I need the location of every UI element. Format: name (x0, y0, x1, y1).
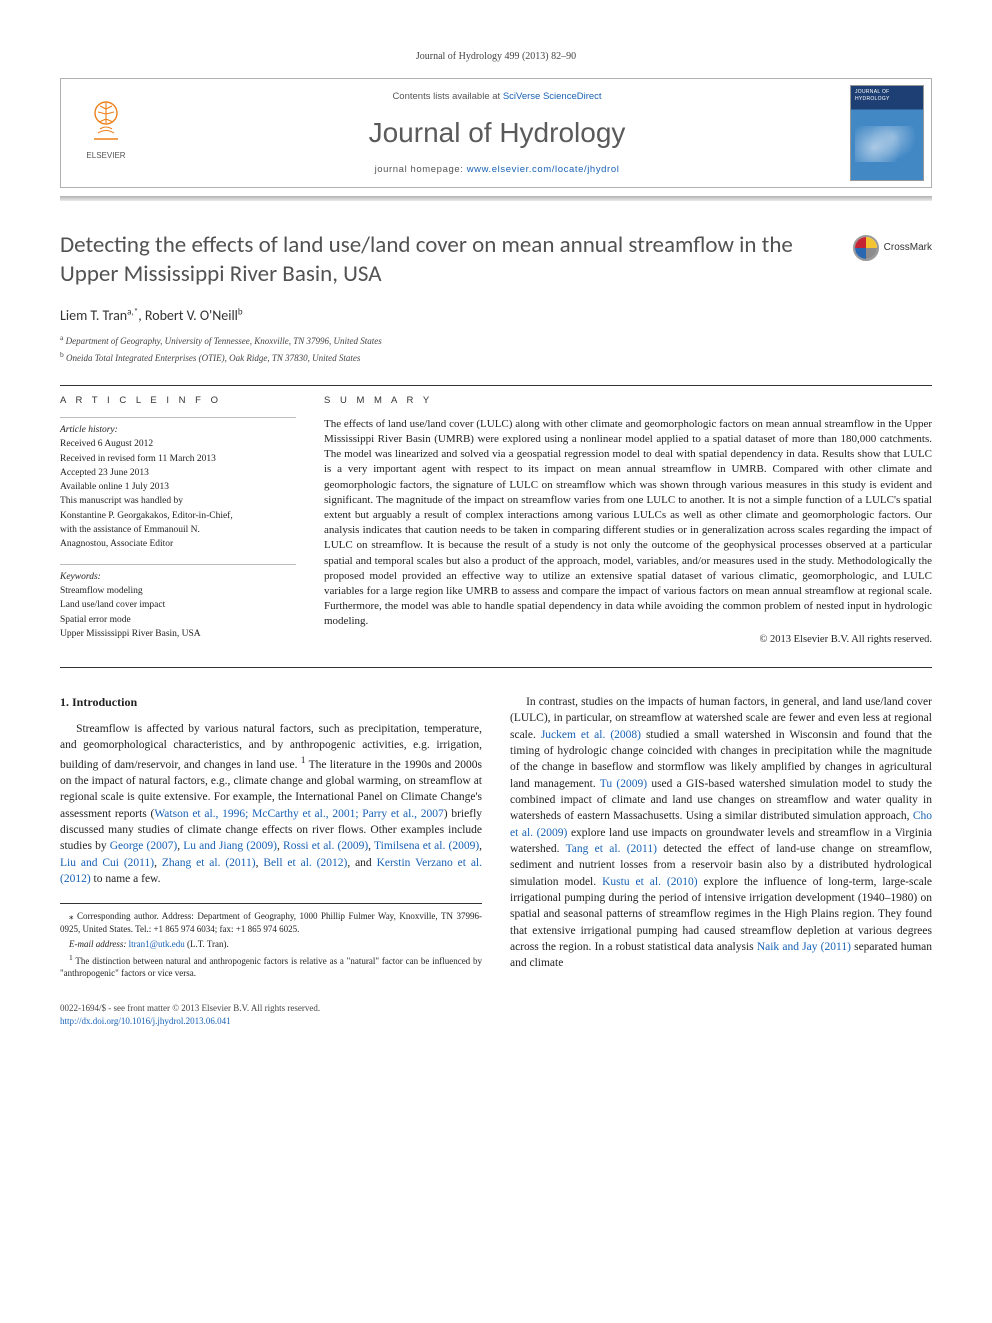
homepage-prefix: journal homepage: (375, 164, 467, 175)
p1-seg-d: to name a few. (91, 873, 161, 885)
journal-name: Journal of Hydrology (369, 113, 626, 152)
affiliation-b-text: Oneida Total Integrated Enterprises (OTI… (66, 353, 360, 363)
history-accepted: Accepted 23 June 2013 (60, 467, 296, 480)
intro-para-2: In contrast, studies on the impacts of h… (510, 694, 932, 972)
ref-rossi[interactable]: Rossi et al. (2009) (283, 840, 368, 852)
affiliation-a-text: Department of Geography, University of T… (66, 336, 382, 346)
sep6: , (154, 857, 162, 869)
crossmark-badge[interactable]: CrossMark (853, 235, 932, 261)
ref-timilsena[interactable]: Timilsena et al. (2009) (374, 840, 479, 852)
author-1: Liem T. Tran (60, 307, 127, 324)
footnotes-block: ⁎ Corresponding author. Address: Departm… (60, 903, 482, 980)
affiliation-a: a Department of Geography, University of… (60, 333, 932, 348)
body-two-columns: 1. Introduction Streamflow is affected b… (60, 694, 932, 980)
contents-available-line: Contents lists available at SciVerse Sci… (392, 90, 601, 103)
ref-juckem[interactable]: Juckem et al. (2008) (541, 729, 641, 741)
keyword-1: Streamflow modeling (60, 585, 296, 598)
elsevier-logo: ELSEVIER (76, 99, 136, 167)
handled-by-2: Konstantine P. Georgakakos, Editor-in-Ch… (60, 510, 296, 523)
article-info-heading: A R T I C L E I N F O (60, 394, 296, 407)
homepage-link[interactable]: www.elsevier.com/locate/jhydrol (467, 164, 620, 175)
publisher-logo-cell: ELSEVIER (61, 79, 151, 187)
crossmark-label: CrossMark (884, 241, 932, 255)
footnote-1-text: The distinction between natural and anth… (60, 956, 482, 979)
ref-tang[interactable]: Tang et al. (2011) (566, 843, 657, 855)
ref-tu[interactable]: Tu (2009) (600, 778, 647, 790)
cover-title: JOURNAL OF HYDROLOGY (851, 86, 923, 106)
article-history-block: Article history: Received 6 August 2012 … (60, 417, 296, 552)
handled-by-1: This manuscript was handled by (60, 495, 296, 508)
keywords-label: Keywords: (60, 571, 296, 584)
summary-column: S U M M A R Y The effects of land use/la… (324, 394, 932, 653)
ref-bell[interactable]: Bell et al. (2012) (263, 857, 347, 869)
intro-para-1: Streamflow is affected by various natura… (60, 721, 482, 887)
ref-kustu[interactable]: Kustu et al. (2010) (602, 876, 697, 888)
keyword-2: Land use/land cover impact (60, 599, 296, 612)
doi-link[interactable]: http://dx.doi.org/10.1016/j.jhydrol.2013… (60, 1016, 231, 1026)
intro-heading: 1. Introduction (60, 694, 482, 711)
ref-liu[interactable]: Liu and Cui (2011) (60, 857, 154, 869)
author-1-affil-marks: a,* (127, 306, 138, 317)
email-label: E-mail address: (69, 939, 129, 949)
keyword-4: Upper Mississippi River Basin, USA (60, 628, 296, 641)
contents-prefix: Contents lists available at (392, 91, 502, 102)
email-link[interactable]: ltran1@utk.edu (129, 939, 185, 949)
footer-copyright: 0022-1694/$ - see front matter © 2013 El… (60, 1002, 932, 1015)
keyword-3: Spatial error mode (60, 614, 296, 627)
page-footer: 0022-1694/$ - see front matter © 2013 El… (60, 1002, 932, 1027)
corresponding-author-note: ⁎ Corresponding author. Address: Departm… (60, 910, 482, 936)
article-info-column: A R T I C L E I N F O Article history: R… (60, 394, 296, 653)
contents-link[interactable]: SciVerse ScienceDirect (503, 91, 602, 102)
author-2-affil-marks: b (238, 306, 243, 317)
history-revised: Received in revised form 11 March 2013 (60, 453, 296, 466)
handled-by-3: with the assistance of Emmanouil N. (60, 524, 296, 537)
footnote-1: 1 The distinction between natural and an… (60, 953, 482, 981)
journal-cover-thumbnail: JOURNAL OF HYDROLOGY (850, 85, 924, 181)
authors-line: Liem T. Trana,*, Robert V. O'Neillb (60, 306, 932, 326)
ref-zhang[interactable]: Zhang et al. (2011) (162, 857, 256, 869)
rule-above-info (60, 385, 932, 386)
article-title: Detecting the effects of land use/land c… (60, 231, 835, 290)
history-online: Available online 1 July 2013 (60, 481, 296, 494)
ref-lu[interactable]: Lu and Jiang (2009) (183, 840, 277, 852)
ref-watson[interactable]: Watson et al., 1996; McCarthy et al., 20… (154, 808, 443, 820)
keywords-block: Keywords: Streamflow modeling Land use/l… (60, 564, 296, 641)
summary-heading: S U M M A R Y (324, 394, 932, 407)
history-label: Article history: (60, 424, 296, 437)
ref-naik[interactable]: Naik and Jay (2011) (757, 941, 851, 953)
handled-by-4: Anagnostou, Associate Editor (60, 538, 296, 551)
publisher-name: ELSEVIER (86, 150, 125, 161)
sep8: , and (347, 857, 376, 869)
corr-text: Corresponding author. Address: Departmen… (60, 911, 482, 934)
summary-text: The effects of land use/land cover (LULC… (324, 417, 932, 629)
elsevier-tree-icon (82, 99, 130, 148)
masthead: ELSEVIER Contents lists available at Sci… (60, 78, 932, 188)
top-citation: Journal of Hydrology 499 (2013) 82–90 (60, 50, 932, 64)
email-owner: (L.T. Tran). (185, 939, 229, 949)
crossmark-icon (853, 235, 879, 261)
email-line: E-mail address: ltran1@utk.edu (L.T. Tra… (60, 938, 482, 951)
cover-thumb-cell: JOURNAL OF HYDROLOGY (843, 79, 931, 187)
affiliation-b: b Oneida Total Integrated Enterprises (O… (60, 350, 932, 365)
sep5: , (479, 840, 482, 852)
summary-copyright: © 2013 Elsevier B.V. All rights reserved… (324, 633, 932, 648)
rule-below-summary (60, 667, 932, 668)
homepage-line: journal homepage: www.elsevier.com/locat… (375, 163, 620, 176)
masthead-center: Contents lists available at SciVerse Sci… (151, 79, 843, 187)
history-received: Received 6 August 2012 (60, 438, 296, 451)
masthead-gradient-bar (60, 196, 932, 201)
ref-george[interactable]: George (2007) (110, 840, 177, 852)
author-2: Robert V. O'Neill (145, 307, 238, 324)
cover-art-icon (855, 126, 919, 162)
